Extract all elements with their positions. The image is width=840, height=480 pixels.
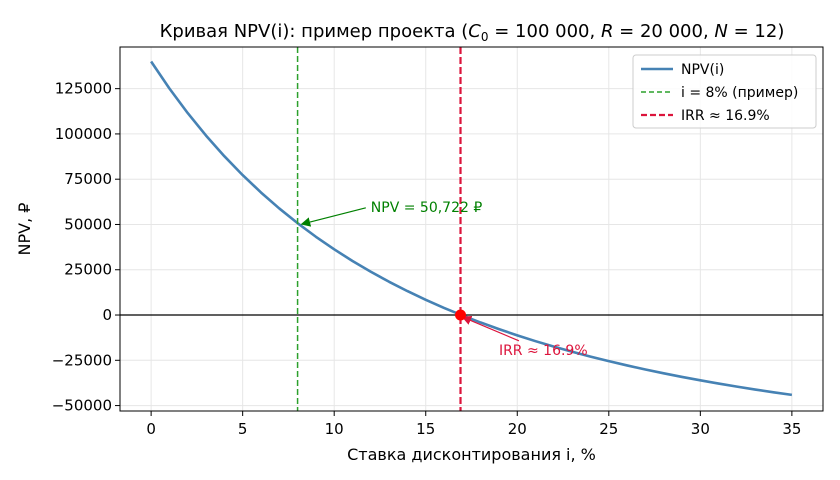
annotation-npv-label: NPV = 50,722 ₽ bbox=[371, 200, 483, 216]
x-tick-label: 10 bbox=[325, 420, 344, 438]
legend: NPV(i) i = 8% (пример) IRR ≈ 16.9% bbox=[632, 54, 817, 129]
x-tick-label: 30 bbox=[691, 420, 710, 438]
x-tick-label: 20 bbox=[508, 420, 527, 438]
y-tick-label: 100000 bbox=[55, 125, 112, 143]
y-tick-label: −50000 bbox=[52, 397, 112, 415]
x-tick-label: 0 bbox=[146, 420, 156, 438]
legend-box bbox=[632, 54, 817, 129]
chart-title: Кривая NPV(i): пример проекта (C0 = 100 … bbox=[160, 21, 785, 44]
irr-point bbox=[455, 309, 467, 321]
y-tick-label: 50000 bbox=[64, 215, 112, 233]
y-tick-label: 25000 bbox=[64, 261, 112, 279]
legend-label: NPV(i) bbox=[681, 62, 724, 78]
annotation-irr-label: IRR ≈ 16.9% bbox=[499, 343, 588, 359]
x-tick-label: 15 bbox=[416, 420, 435, 438]
x-tick-label: 25 bbox=[599, 420, 618, 438]
y-tick-label: −25000 bbox=[52, 351, 112, 369]
y-tick-label: 75000 bbox=[64, 170, 112, 188]
annotation-irr-arrow bbox=[461, 315, 520, 342]
y-tick-label: 0 bbox=[102, 306, 112, 324]
plot-frame bbox=[119, 46, 824, 412]
y-tick-label: 125000 bbox=[55, 80, 112, 98]
x-tick-label: 35 bbox=[782, 420, 801, 438]
legend-label: IRR ≈ 16.9% bbox=[681, 108, 770, 124]
y-axis-title: NPV, ₽ bbox=[15, 203, 34, 256]
annotation-npv-arrow bbox=[300, 207, 366, 227]
x-axis-title: Ставка дисконтирования i, % bbox=[347, 445, 596, 464]
legend-label: i = 8% (пример) bbox=[681, 85, 798, 101]
x-tick-label: 5 bbox=[238, 420, 248, 438]
